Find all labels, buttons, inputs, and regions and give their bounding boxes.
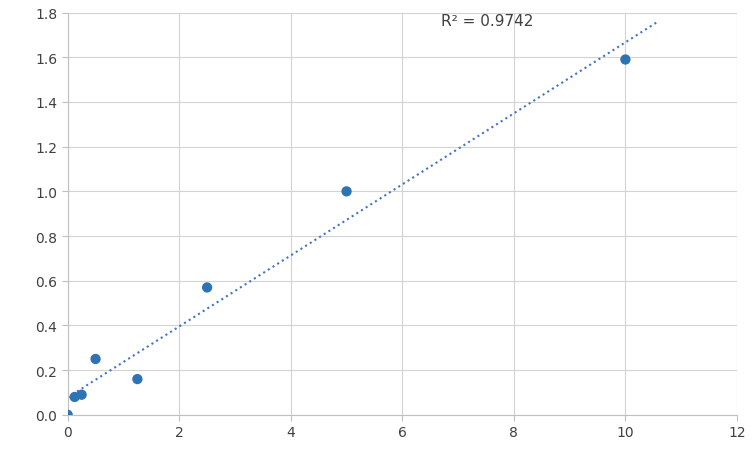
Point [68,393,80,400]
Point [62,411,74,419]
Point [132,376,144,383]
Text: R² = 0.9742: R² = 0.9742 [441,14,534,29]
Point [341,189,353,196]
Point [201,284,213,291]
Point [89,355,102,363]
Point [76,391,88,399]
Point [620,57,632,64]
